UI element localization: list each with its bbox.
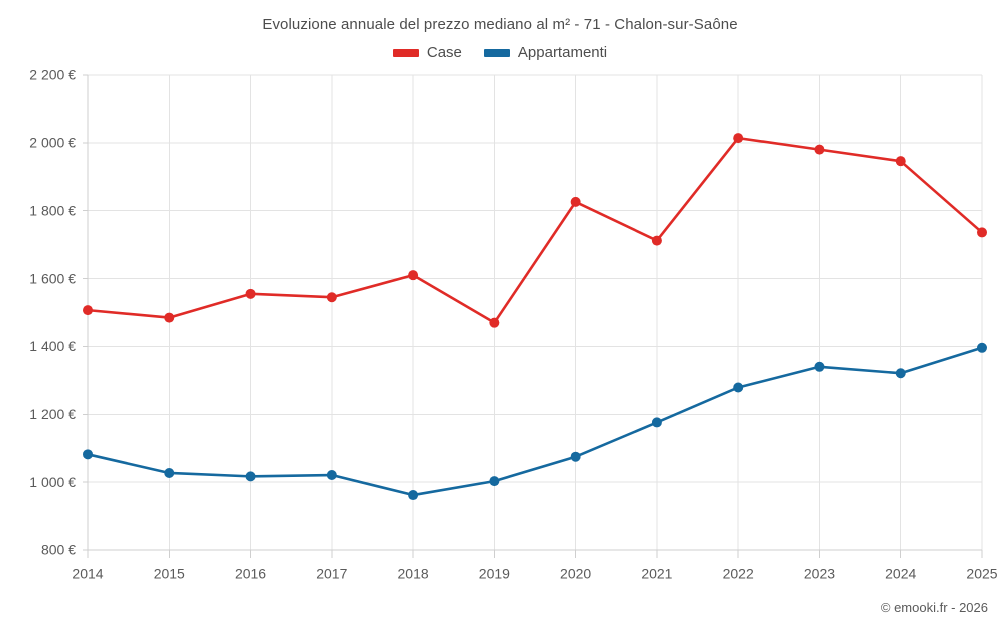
y-axis-tick-label: 1 000 €: [29, 474, 76, 490]
gridlines: [87, 74, 983, 551]
x-axis-tick-label: 2022: [723, 565, 754, 581]
legend-label-appartamenti: Appartamenti: [517, 44, 608, 61]
data-point[interactable]: [408, 270, 419, 281]
data-point[interactable]: [326, 470, 337, 481]
x-axis-tick-label: 2021: [641, 565, 672, 581]
data-point[interactable]: [489, 317, 500, 328]
series-line-appartamenti: [86, 346, 984, 497]
y-axis-tick-label: 800 €: [41, 542, 76, 558]
x-axis-tick-label: 2020: [560, 565, 591, 581]
x-axis-tick-label: 2016: [235, 565, 266, 581]
data-point[interactable]: [895, 368, 906, 379]
data-point[interactable]: [570, 451, 581, 462]
data-point[interactable]: [408, 490, 419, 501]
data-point[interactable]: [245, 288, 256, 299]
x-axis-tick-label: 2014: [72, 565, 103, 581]
data-point[interactable]: [814, 144, 825, 155]
data-point[interactable]: [164, 467, 175, 478]
x-axis-tick-label: 2023: [804, 565, 835, 581]
data-point[interactable]: [895, 156, 906, 167]
data-point[interactable]: [83, 305, 93, 316]
data-point[interactable]: [651, 417, 662, 428]
data-point[interactable]: [83, 449, 93, 460]
data-point[interactable]: [570, 196, 581, 207]
data-point[interactable]: [814, 361, 825, 372]
data-point[interactable]: [733, 382, 744, 393]
data-point[interactable]: [977, 342, 987, 353]
data-point[interactable]: [489, 476, 500, 487]
data-point[interactable]: [733, 133, 744, 144]
x-axis-tick-label: 2025: [966, 565, 997, 581]
x-axis-tick-label: 2015: [154, 565, 185, 581]
axes: [83, 74, 983, 558]
y-axis-tick-labels: 800 € 1 000 € 1 200 € 1 400 € 1 600 € 1 800 €…: [29, 67, 76, 558]
x-axis-tick-labels: 2014 2015 2016 2017 2018 2019 2020 2021 2022 2023…: [72, 565, 997, 581]
legend-swatch-case: [392, 48, 419, 57]
y-axis-tick-label: 2 200 €: [29, 67, 76, 83]
legend-swatch-appartamenti: [483, 48, 510, 57]
chart-credit: © emooki.fr - 2026: [880, 600, 988, 615]
series-line-case: [86, 136, 984, 324]
x-axis-tick-label: 2019: [479, 565, 510, 581]
y-axis-tick-label: 1 200 €: [29, 406, 76, 422]
data-series: [83, 133, 987, 501]
data-point[interactable]: [326, 292, 337, 303]
x-axis-tick-label: 2017: [316, 565, 347, 581]
x-axis-tick-label: 2024: [885, 565, 916, 581]
data-point[interactable]: [164, 312, 175, 323]
data-point[interactable]: [245, 471, 256, 482]
y-axis-tick-label: 1 400 €: [29, 338, 76, 354]
data-point[interactable]: [977, 227, 987, 238]
chart-title: Evoluzione annuale del prezzo mediano al…: [262, 16, 738, 33]
y-axis-tick-label: 1 600 €: [29, 270, 76, 286]
x-axis-tick-label: 2018: [398, 565, 429, 581]
legend-label-case: Case: [426, 44, 462, 61]
y-axis-tick-label: 1 800 €: [29, 202, 76, 218]
data-point[interactable]: [651, 235, 662, 246]
chart-legend: Case Appartamenti: [0, 44, 1000, 61]
legend-item-case[interactable]: Case: [392, 44, 462, 61]
legend-item-appartamenti[interactable]: Appartamenti: [483, 44, 608, 61]
y-axis-tick-label: 2 000 €: [29, 135, 76, 151]
